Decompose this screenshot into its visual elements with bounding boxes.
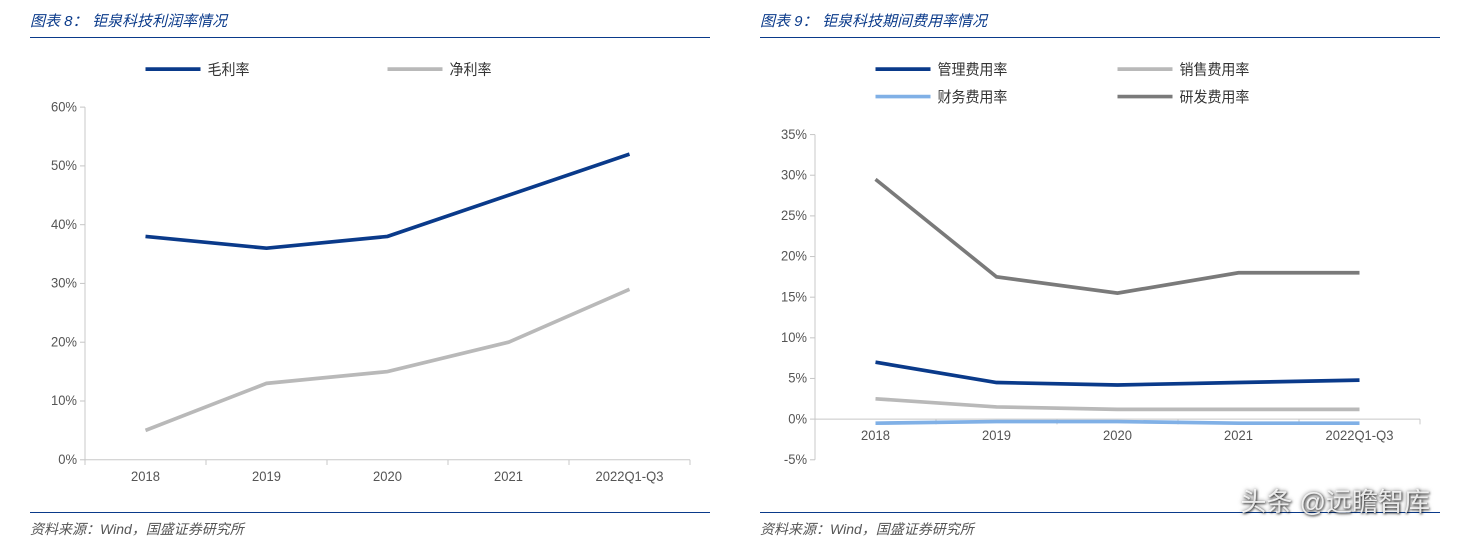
svg-text:20%: 20% [51, 334, 77, 349]
svg-text:毛利率: 毛利率 [208, 61, 250, 78]
svg-text:10%: 10% [781, 330, 807, 345]
svg-text:管理费用率: 管理费用率 [938, 61, 1008, 78]
left-chart-wrap: 毛利率 净利率 0% 10% 20% 30% 40% 50% 60% 2018 2019 2020 20… [30, 48, 710, 502]
svg-text:2018: 2018 [131, 469, 160, 484]
svg-text:35%: 35% [781, 126, 807, 141]
svg-text:25%: 25% [781, 208, 807, 223]
svg-text:2019: 2019 [982, 428, 1011, 443]
svg-text:2022Q1-Q3: 2022Q1-Q3 [1326, 428, 1394, 443]
left-title-label: 图表 8： [30, 13, 88, 30]
right-chart: 管理费用率 销售费用率财务费用率 研发费用率 -5% 0% 5% 10% 15% 20% 25% 3… [760, 48, 1440, 502]
svg-text:2018: 2018 [861, 428, 890, 443]
right-panel: 图表 9： 钜泉科技期间费用率情况 管理费用率 销售费用率财务费用率 研发费用率 -5… [730, 0, 1460, 549]
svg-text:0%: 0% [788, 411, 807, 426]
right-title-label: 图表 9： [760, 13, 818, 30]
right-title-text: 钜泉科技期间费用率情况 [822, 13, 987, 30]
svg-text:2021: 2021 [494, 469, 523, 484]
left-title-row: 图表 8： 钜泉科技利润率情况 [30, 10, 710, 38]
svg-text:2019: 2019 [252, 469, 281, 484]
svg-text:30%: 30% [51, 275, 77, 290]
svg-text:2021: 2021 [1224, 428, 1253, 443]
svg-text:10%: 10% [51, 393, 77, 408]
right-title-row: 图表 9： 钜泉科技期间费用率情况 [760, 10, 1440, 38]
svg-text:2020: 2020 [1103, 428, 1132, 443]
svg-text:15%: 15% [781, 289, 807, 304]
svg-text:20%: 20% [781, 248, 807, 263]
svg-text:5%: 5% [788, 370, 807, 385]
svg-text:40%: 40% [51, 217, 77, 232]
left-source: 资料来源：Wind，国盛证券研究所 [30, 512, 710, 539]
svg-text:研发费用率: 研发费用率 [1180, 88, 1250, 105]
svg-text:30%: 30% [781, 167, 807, 182]
svg-text:2020: 2020 [373, 469, 402, 484]
left-title-text: 钜泉科技利润率情况 [92, 13, 227, 30]
right-chart-wrap: 管理费用率 销售费用率财务费用率 研发费用率 -5% 0% 5% 10% 15% 20% 25% 3… [760, 48, 1440, 502]
svg-text:50%: 50% [51, 158, 77, 173]
svg-text:2022Q1-Q3: 2022Q1-Q3 [596, 469, 664, 484]
svg-text:0%: 0% [58, 452, 77, 467]
right-source: 资料来源：Wind，国盛证券研究所 [760, 512, 1440, 539]
svg-text:财务费用率: 财务费用率 [938, 88, 1008, 105]
left-panel: 图表 8： 钜泉科技利润率情况 毛利率 净利率 0% 10% 20% 30% 40% 50% 6… [0, 0, 730, 549]
svg-text:销售费用率: 销售费用率 [1180, 61, 1250, 78]
left-chart: 毛利率 净利率 0% 10% 20% 30% 40% 50% 60% 2018 2019 2020 20… [30, 48, 710, 502]
svg-text:净利率: 净利率 [450, 61, 492, 78]
svg-text:60%: 60% [51, 99, 77, 114]
svg-text:-5%: -5% [784, 452, 807, 467]
charts-container: 图表 8： 钜泉科技利润率情况 毛利率 净利率 0% 10% 20% 30% 40% 50% 6… [0, 0, 1460, 549]
